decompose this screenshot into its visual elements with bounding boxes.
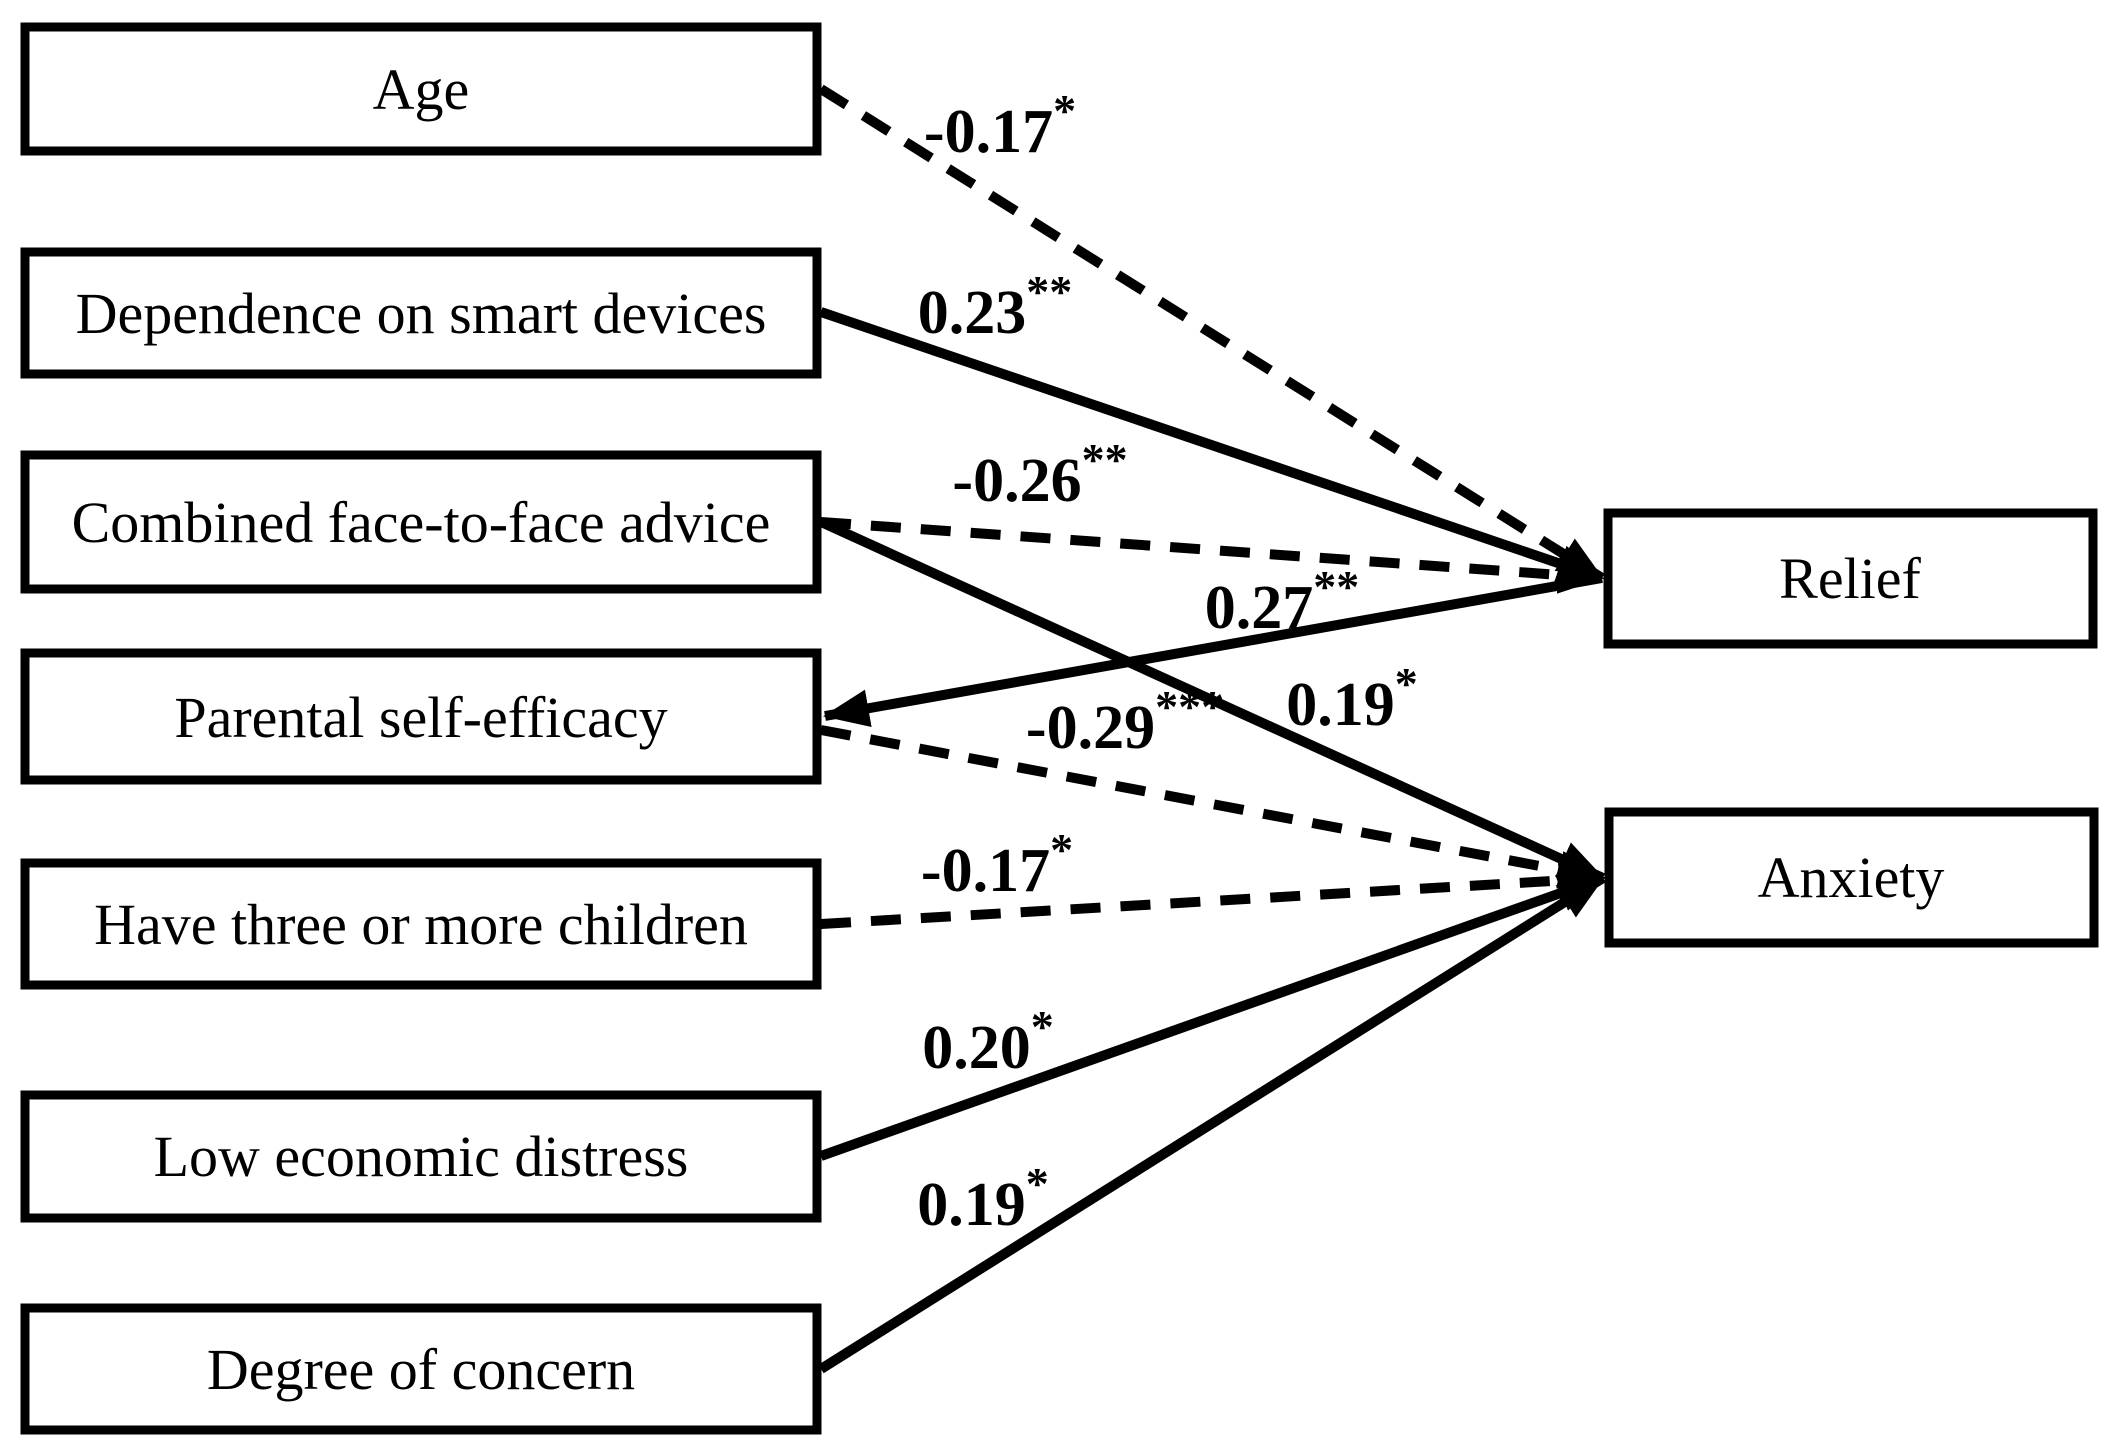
predictor-box-concern — [20, 1303, 822, 1435]
outcome-node-relief: Relief — [1603, 508, 2098, 649]
predictor-label-economic: Low economic distress — [154, 1124, 689, 1189]
predictor-label-children: Have three or more children — [94, 892, 748, 957]
predictor-box-age — [20, 22, 822, 156]
path-line-parental-anxiety — [820, 725, 1605, 889]
predictor-label-dependence: Dependence on smart devices — [76, 281, 767, 346]
predictor-box-children — [20, 858, 822, 990]
predictor-box-economic — [20, 1090, 822, 1223]
path-line-parental-relief — [823, 573, 1603, 728]
path-line-economic-anxiety — [819, 873, 1605, 1161]
predictor-node-parental: Parental self-efficacy — [20, 648, 822, 785]
predictor-box-combined — [20, 450, 822, 594]
predictor-node-age: Age — [20, 22, 822, 156]
path-line-concern-anxiety — [818, 873, 1606, 1374]
path-label-combined-relief: -0.26** — [952, 434, 1127, 515]
predictor-label-concern: Degree of concern — [207, 1337, 635, 1402]
path-label-age-relief: -0.17* — [924, 85, 1076, 166]
path-label-economic-anxiety: 0.20* — [922, 1001, 1054, 1082]
predictor-label-age: Age — [373, 57, 470, 122]
outcome-box-relief — [1603, 508, 2098, 649]
predictor-node-dependence: Dependence on smart devices — [20, 247, 822, 379]
path-label-concern-anxiety: 0.19* — [917, 1158, 1049, 1239]
predictor-box-dependence — [20, 247, 822, 379]
predictor-node-children: Have three or more children — [20, 858, 822, 990]
predictor-label-combined: Combined face-to-face advice — [72, 490, 771, 555]
predictor-node-concern: Degree of concern — [20, 1303, 822, 1435]
outcome-box-anxiety — [1604, 807, 2099, 948]
path-line-dependence-relief — [819, 307, 1604, 583]
path-line-combined-relief — [820, 517, 1604, 594]
path-label-dependence-relief: 0.23** — [918, 266, 1073, 347]
path-label-parental-anxiety: -0.29*** — [1026, 681, 1224, 762]
predictor-label-parental: Parental self-efficacy — [174, 685, 667, 750]
predictor-node-combined: Combined face-to-face advice — [20, 450, 822, 594]
predictor-node-economic: Low economic distress — [20, 1090, 822, 1223]
path-line-combined-anxiety — [818, 517, 1606, 883]
outcome-label-anxiety: Anxiety — [1758, 845, 1945, 910]
path-label-combined-anxiety: 0.19* — [1286, 658, 1418, 739]
path-label-children-anxiety: -0.17* — [921, 824, 1073, 905]
outcome-label-relief: Relief — [1779, 546, 1921, 611]
outcome-node-anxiety: Anxiety — [1604, 807, 2099, 948]
path-line-age-relief — [818, 84, 1605, 583]
predictor-box-parental — [20, 648, 822, 785]
path-line-children-anxiety — [820, 861, 1605, 929]
path-label-parental-relief: 0.27** — [1205, 561, 1360, 642]
